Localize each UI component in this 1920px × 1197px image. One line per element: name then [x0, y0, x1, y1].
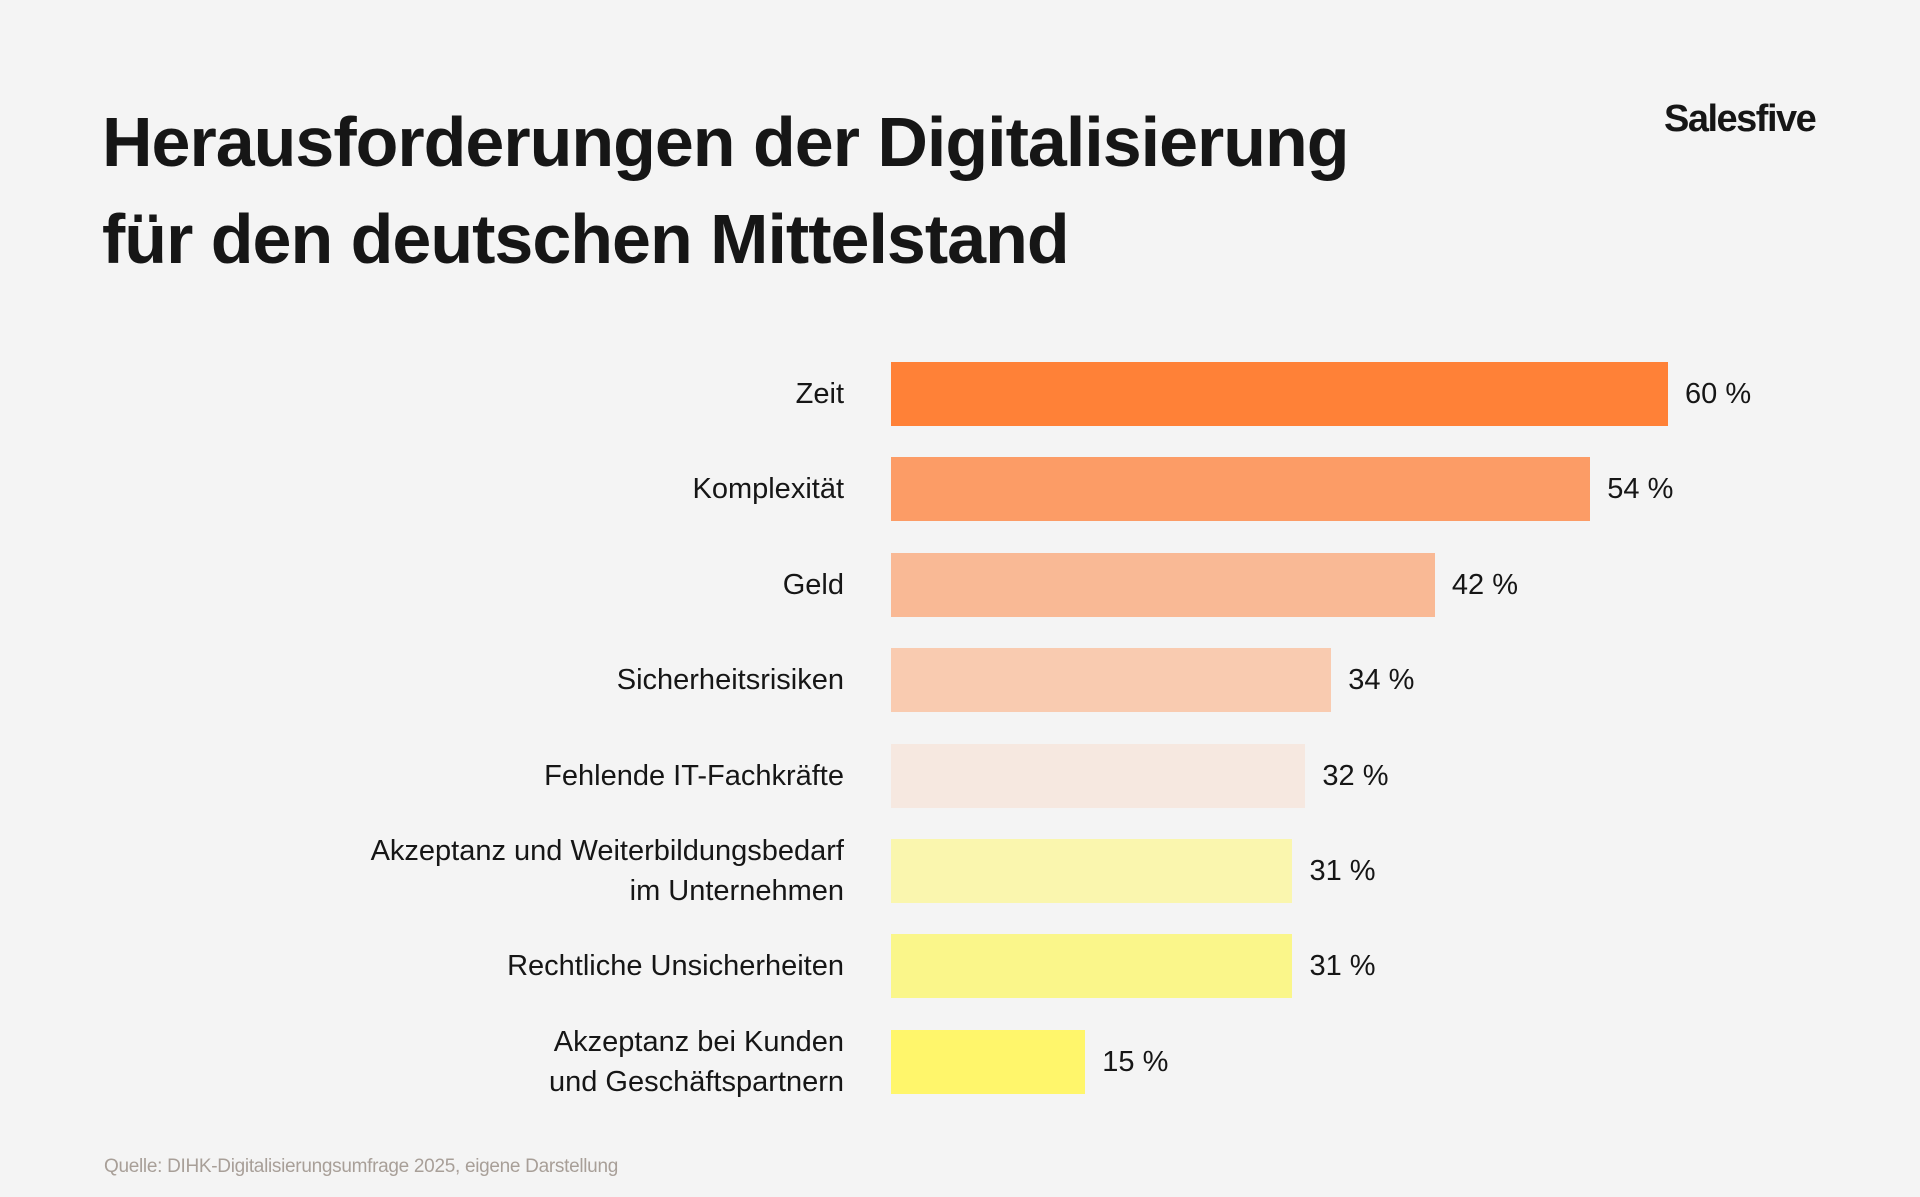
category-label-line: Akzeptanz bei Kunden	[553, 1025, 844, 1058]
category-label: Zeit	[100, 374, 844, 414]
category-label-line: Komplexität	[692, 473, 844, 506]
value-label: 31 %	[1309, 855, 1376, 887]
category-label: Geld	[100, 565, 844, 605]
bar	[891, 1029, 1086, 1094]
category-label-line: Rechtliche Unsicherheiten	[507, 950, 844, 983]
bar	[891, 457, 1591, 522]
category-label-line: Akzeptanz und Weiterbildungsbedarf	[370, 835, 844, 867]
value-label: 32 %	[1322, 759, 1389, 792]
value-label: 60 %	[1685, 378, 1752, 410]
bar	[891, 648, 1332, 713]
category-label: Akzeptanz bei Kunden und Geschäftspartner…	[100, 1022, 844, 1102]
category-label-line: und Geschäftspartnern	[548, 1065, 844, 1098]
value-label: 31 %	[1309, 950, 1376, 983]
category-label-line: Geld	[782, 568, 844, 601]
bar	[891, 934, 1293, 999]
category-label: Sicherheitsrisiken	[100, 660, 844, 700]
chart-title: Herausforderungen der Digitalisierung fü…	[102, 94, 1602, 288]
value-label: 15 %	[1102, 1045, 1169, 1078]
category-label-line: Sicherheitsrisiken	[616, 664, 844, 697]
bar	[891, 839, 1293, 903]
category-label: Rechtliche Unsicherheiten	[100, 946, 844, 986]
value-label: 34 %	[1348, 664, 1415, 697]
value-label: 54 %	[1607, 473, 1674, 506]
category-label-line: Zeit	[795, 378, 844, 410]
category-label: Komplexität	[100, 469, 844, 509]
salesfive-logo: Salesfive	[1664, 98, 1817, 140]
category-label: Akzeptanz und Weiterbildungsbedarf im Unt…	[100, 831, 844, 911]
bar	[891, 743, 1306, 808]
category-label: Fehlende IT-Fachkräfte	[100, 756, 844, 796]
source-note: Quelle: DIHK-Digitalisierungsumfrage 202…	[104, 1156, 618, 1177]
bar	[891, 362, 1668, 426]
category-label-line: Fehlende IT-Fachkräfte	[544, 759, 844, 792]
chart-title-line-1: Herausforderungen der Digitalisierung	[102, 103, 1350, 181]
chart-title-line-2: für den deutschen Mittelstand	[102, 200, 1070, 278]
category-label-line: im Unternehmen	[629, 875, 844, 907]
value-label: 42 %	[1451, 568, 1518, 601]
bar	[891, 552, 1435, 617]
